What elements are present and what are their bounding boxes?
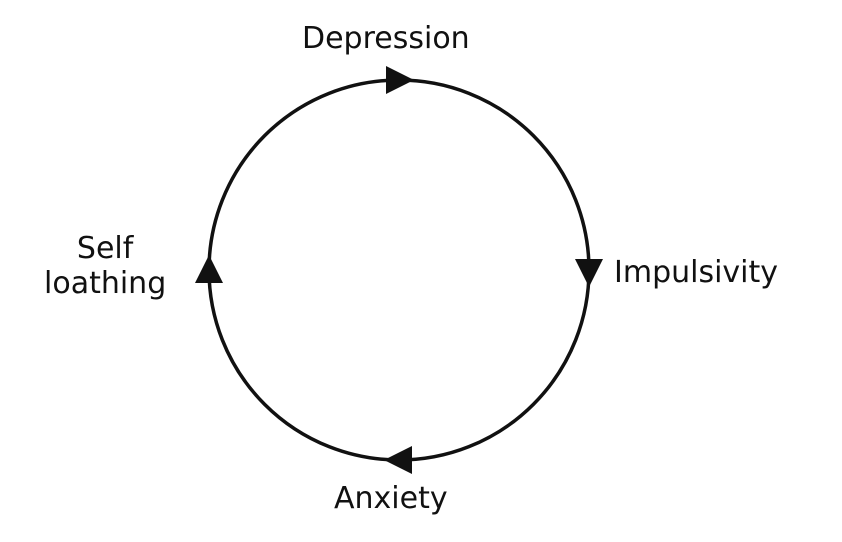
arrow-self-loathing-to-depression — [195, 255, 223, 283]
cycle-circle — [207, 78, 591, 462]
node-label-self-loathing: Self loathing — [44, 231, 167, 301]
arrow-anxiety-to-self-loathing — [384, 446, 412, 474]
node-label-self-loathing-line1: Self — [76, 231, 134, 266]
arrow-depression-to-impulsivity — [386, 66, 414, 94]
node-label-impulsivity: Impulsivity — [614, 255, 779, 290]
node-label-depression: Depression — [302, 21, 470, 56]
arrow-impulsivity-to-anxiety — [575, 259, 603, 287]
node-label-self-loathing-line2: loathing — [44, 265, 167, 301]
node-label-anxiety: Anxiety — [334, 481, 448, 516]
